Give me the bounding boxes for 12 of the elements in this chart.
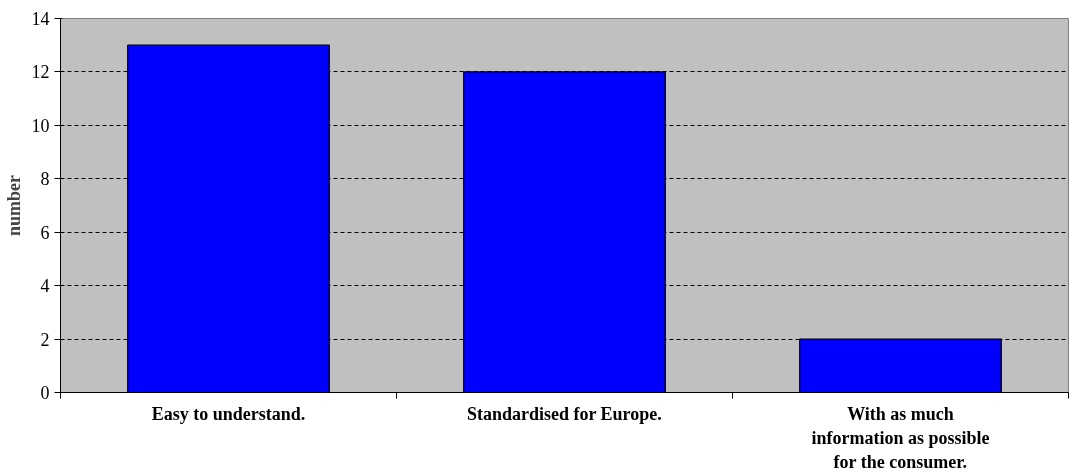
y-tick-label: 0: [40, 383, 50, 403]
x-tick-label: With as much information as possible for the consumer.: [811, 403, 990, 472]
y-axis-title: number: [3, 174, 24, 236]
y-tick-label: 6: [40, 222, 50, 243]
y-tick-label: 8: [40, 169, 50, 190]
y-tick-label: 12: [31, 62, 50, 83]
y-tick-label: 2: [40, 329, 50, 350]
x-tick-label: Easy to understand.: [151, 403, 306, 424]
y-tick-label: 4: [40, 276, 50, 297]
x-tick-label: Standardised for Europe.: [466, 403, 662, 424]
y-tick-label: 10: [31, 115, 50, 136]
y-tick-label: 14: [31, 9, 50, 29]
